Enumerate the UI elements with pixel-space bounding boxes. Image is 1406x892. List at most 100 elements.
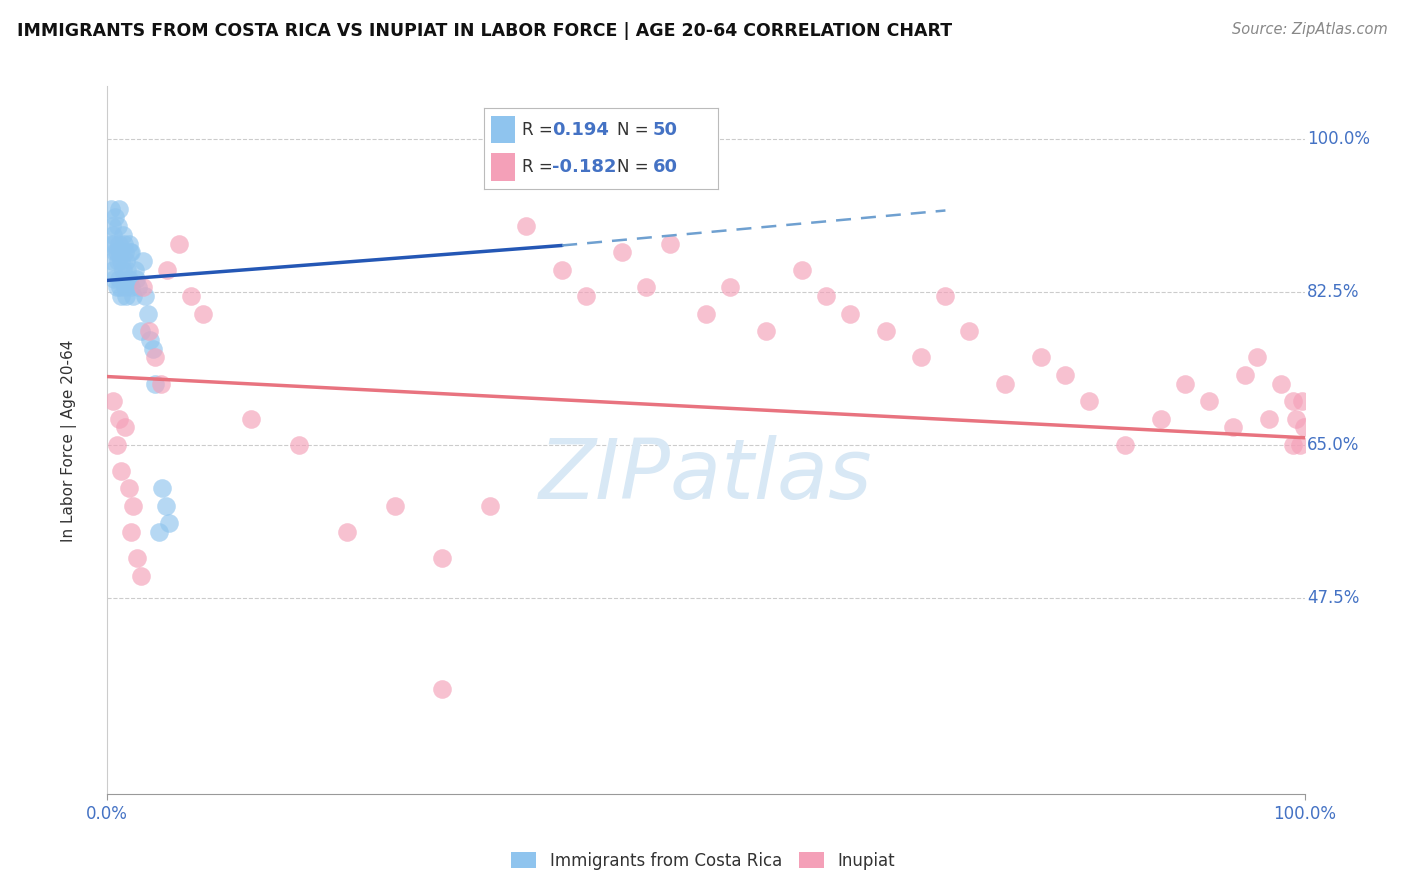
Point: [1281, 394, 1303, 409]
Text: 100.0%: 100.0%: [1308, 130, 1369, 148]
Text: 82.5%: 82.5%: [1308, 283, 1360, 301]
Point: [108, 411, 131, 425]
Point: [934, 289, 956, 303]
Point: [157, 516, 180, 531]
Point: [110, 245, 132, 260]
Point: [1078, 394, 1101, 409]
Text: 47.5%: 47.5%: [1308, 589, 1360, 607]
Point: [610, 245, 633, 260]
Point: [118, 245, 141, 260]
Point: [634, 280, 657, 294]
Point: [814, 289, 837, 303]
Point: [104, 245, 127, 260]
Point: [112, 236, 135, 251]
Point: [117, 482, 139, 496]
Point: [1031, 351, 1053, 365]
Point: [1174, 376, 1197, 391]
Point: [114, 245, 136, 260]
Point: [336, 525, 359, 540]
Point: [125, 271, 148, 285]
Point: [101, 254, 124, 268]
Point: [515, 219, 537, 234]
Point: [112, 271, 135, 285]
Point: [180, 289, 202, 303]
Point: [122, 289, 145, 303]
Point: [143, 351, 166, 365]
Point: [1246, 351, 1268, 365]
Point: [110, 289, 132, 303]
Point: [1257, 411, 1279, 425]
Point: [114, 420, 136, 434]
Point: [110, 280, 132, 294]
Text: ZIPatlas: ZIPatlas: [538, 435, 873, 516]
Point: [155, 499, 177, 513]
Point: [127, 280, 149, 294]
Point: [479, 499, 502, 513]
Point: [117, 271, 139, 285]
Point: [1054, 368, 1077, 382]
Point: [104, 211, 127, 225]
Point: [1285, 411, 1308, 425]
Point: [575, 289, 598, 303]
Point: [142, 342, 165, 356]
Point: [114, 280, 136, 294]
Point: [718, 280, 741, 294]
Point: [1292, 420, 1315, 434]
Point: [105, 245, 128, 260]
Point: [1222, 420, 1244, 434]
Point: [110, 464, 132, 478]
Point: [136, 307, 159, 321]
Legend: Immigrants from Costa Rica, Inupiat: Immigrants from Costa Rica, Inupiat: [505, 846, 901, 877]
Point: [107, 219, 129, 234]
Point: [287, 438, 309, 452]
Point: [105, 438, 128, 452]
Point: [167, 236, 190, 251]
Point: [101, 263, 124, 277]
Point: [108, 236, 131, 251]
Point: [120, 245, 142, 260]
Point: [103, 236, 125, 251]
Point: [117, 263, 139, 277]
Point: [101, 227, 124, 242]
Point: [910, 351, 932, 365]
Point: [108, 271, 131, 285]
Point: [108, 202, 131, 216]
Point: [1291, 394, 1313, 409]
Text: IMMIGRANTS FROM COSTA RICA VS INUPIAT IN LABOR FORCE | AGE 20-64 CORRELATION CHA: IMMIGRANTS FROM COSTA RICA VS INUPIAT IN…: [17, 22, 952, 40]
Point: [149, 376, 172, 391]
Point: [111, 263, 134, 277]
Point: [100, 236, 122, 251]
Point: [239, 411, 262, 425]
Point: [755, 324, 778, 338]
Point: [384, 499, 406, 513]
Point: [129, 569, 152, 583]
Text: In Labor Force | Age 20-64: In Labor Force | Age 20-64: [60, 339, 77, 541]
Point: [120, 280, 142, 294]
Point: [117, 236, 139, 251]
Point: [148, 525, 170, 540]
Point: [139, 333, 162, 347]
Text: 65.0%: 65.0%: [1308, 435, 1360, 454]
Point: [156, 263, 179, 277]
Point: [994, 376, 1017, 391]
Point: [111, 227, 134, 242]
Point: [103, 271, 125, 285]
Point: [432, 551, 454, 566]
Point: [1150, 411, 1173, 425]
Point: [695, 307, 717, 321]
Point: [100, 202, 122, 216]
Point: [1114, 438, 1136, 452]
Point: [1270, 376, 1292, 391]
Text: Source: ZipAtlas.com: Source: ZipAtlas.com: [1232, 22, 1388, 37]
Point: [432, 682, 454, 697]
Point: [101, 394, 124, 409]
Point: [551, 263, 574, 277]
Point: [134, 289, 156, 303]
Point: [659, 236, 682, 251]
Point: [1281, 438, 1303, 452]
Point: [101, 219, 124, 234]
Point: [191, 307, 214, 321]
Point: [143, 376, 166, 391]
Point: [105, 280, 128, 294]
Point: [150, 482, 173, 496]
